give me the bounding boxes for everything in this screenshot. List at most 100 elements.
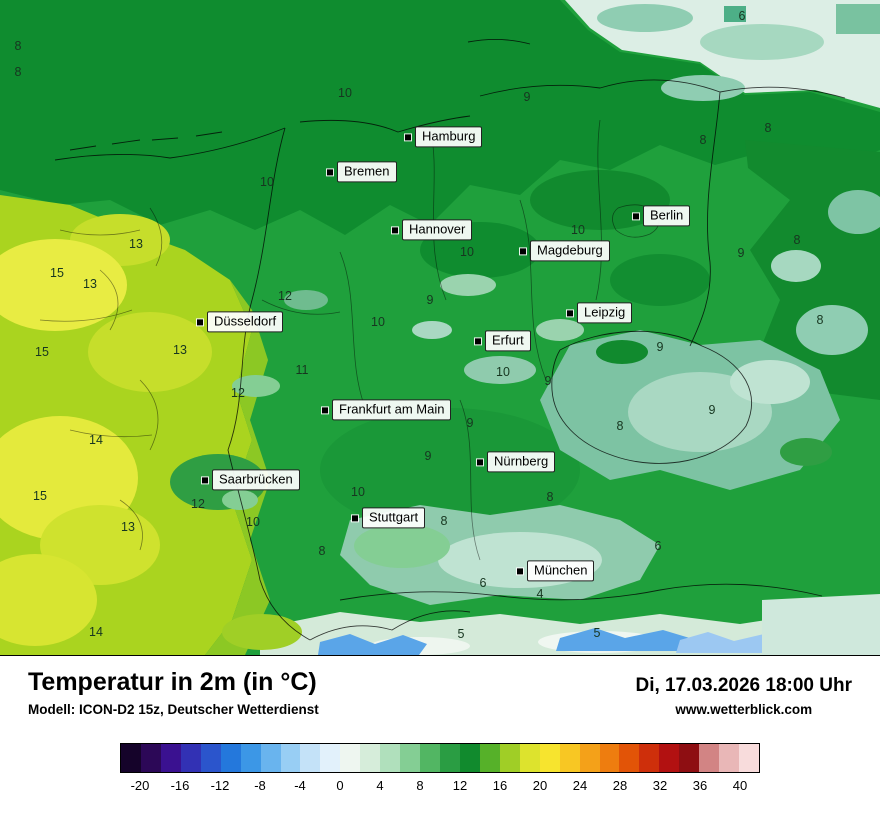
city-marker-icon xyxy=(392,227,398,233)
legend-color-segment xyxy=(639,744,660,772)
temperature-value: 8 xyxy=(764,121,772,135)
city-marker-icon xyxy=(322,407,328,413)
map-graphic xyxy=(0,0,880,655)
city-m-nchen: München xyxy=(517,560,595,582)
city-label: Magdeburg xyxy=(530,240,610,262)
temperature-value: 4 xyxy=(536,587,544,601)
legend-tick-label: 24 xyxy=(572,778,588,793)
legend-tick-label: 40 xyxy=(732,778,748,793)
temperature-value: 8 xyxy=(318,544,326,558)
city-berlin: Berlin xyxy=(633,205,691,227)
temperature-value: 14 xyxy=(89,625,103,639)
temperature-value: 12 xyxy=(278,289,292,303)
city-label: Düsseldorf xyxy=(207,311,284,333)
city-label: München xyxy=(527,560,595,582)
legend-tick-label: 4 xyxy=(376,778,384,793)
website-label: www.wetterblick.com xyxy=(675,702,813,717)
city-marker-icon xyxy=(517,568,523,574)
legend-color-segment xyxy=(121,744,141,772)
temperature-value: 9 xyxy=(424,449,432,463)
temperature-value: 8 xyxy=(793,233,801,247)
temperature-value: 9 xyxy=(426,293,434,307)
city-frankfurt-am-main: Frankfurt am Main xyxy=(322,399,452,421)
legend-color-segment xyxy=(659,744,680,772)
city-layer: Hamburg Bremen Hannover Berlin Magdeburg Düss… xyxy=(197,126,691,582)
temperature-layer: 8 8 10 9 6 8 8 10 13 15 13 12 10 9 10 10 8 9 8 9 13 15 12 11 9 10… xyxy=(14,9,824,641)
temperature-value: 15 xyxy=(50,266,64,280)
legend-tick-label: -20 xyxy=(130,778,150,793)
temperature-value: 8 xyxy=(14,65,22,79)
temperature-value: 8 xyxy=(546,490,554,504)
city-label: Hamburg xyxy=(415,126,483,148)
city-label: Nürnberg xyxy=(487,451,556,473)
legend-tick-label: 32 xyxy=(652,778,668,793)
legend-color-segment xyxy=(260,744,281,772)
legend-tick-label: 12 xyxy=(452,778,468,793)
model-info: Modell: ICON-D2 15z, Deutscher Wetterdie… xyxy=(28,702,319,717)
temperature-value: 10 xyxy=(496,365,510,379)
temperature-value: 10 xyxy=(351,485,365,499)
city-marker-icon xyxy=(327,169,333,175)
legend-tick-label: 36 xyxy=(692,778,708,793)
temperature-value: 15 xyxy=(35,345,49,359)
temperature-value: 9 xyxy=(737,246,745,260)
city-hamburg: Hamburg xyxy=(405,126,483,148)
city-hannover: Hannover xyxy=(392,219,473,241)
legend-color-segment xyxy=(160,744,181,772)
legend-tick-label: 20 xyxy=(532,778,548,793)
temperature-value: 10 xyxy=(338,86,352,100)
temperature-value: 8 xyxy=(699,133,707,147)
temperature-value: 9 xyxy=(466,416,474,430)
city-marker-icon xyxy=(567,310,573,316)
temperature-value: 6 xyxy=(738,9,746,23)
city-marker-icon xyxy=(352,515,358,521)
legend-color-segment xyxy=(440,744,460,772)
temperature-value: 9 xyxy=(656,340,664,354)
legend-color-segment xyxy=(300,744,321,772)
legend-color-segment xyxy=(360,744,381,772)
city-marker-icon xyxy=(197,319,203,325)
temperature-value: 5 xyxy=(593,626,601,640)
legend-color-segment xyxy=(459,744,480,772)
temperature-value: 5 xyxy=(457,627,465,641)
temperature-value: 10 xyxy=(246,515,260,529)
city-label: Leipzig xyxy=(577,302,633,324)
legend-color-segment xyxy=(539,744,560,772)
city-n-rnberg: Nürnberg xyxy=(477,451,556,473)
legend-tick-label: 28 xyxy=(612,778,628,793)
legend-color-segment xyxy=(479,744,500,772)
temperature-value: 9 xyxy=(544,374,552,388)
temperature-value: 15 xyxy=(33,489,47,503)
legend-color-segment xyxy=(739,744,759,772)
legend-color-segment xyxy=(679,744,700,772)
temperature-value: 12 xyxy=(231,386,245,400)
city-label: Frankfurt am Main xyxy=(332,399,452,421)
city-marker-icon xyxy=(633,213,639,219)
legend-color-segment xyxy=(280,744,301,772)
city-saarbr-cken: Saarbrücken xyxy=(202,469,300,491)
legend-color-segment xyxy=(519,744,540,772)
city-stuttgart: Stuttgart xyxy=(352,507,426,529)
temperature-value: 8 xyxy=(816,313,824,327)
legend-color-segment xyxy=(220,744,241,772)
city-marker-icon xyxy=(202,477,208,483)
legend-tick-label: -4 xyxy=(294,778,306,793)
legend-color-segment xyxy=(380,744,401,772)
city-label: Erfurt xyxy=(485,330,531,352)
city-marker-icon xyxy=(520,248,526,254)
legend-color-segment xyxy=(420,744,440,772)
legend-ticks: -20 -16 -12 -8 -4 0 4 8 12 16 20 24 28 32 36 40 xyxy=(120,778,760,796)
legend-tick-label: 16 xyxy=(492,778,508,793)
legend-color-segment xyxy=(499,744,520,772)
temperature-map: 8 8 10 9 6 8 8 10 13 15 13 12 10 9 10 10 8 9 8 9 13 15 12 11 9 10… xyxy=(0,0,880,656)
legend-color-segment xyxy=(340,744,361,772)
temperature-value: 10 xyxy=(460,245,474,259)
temperature-value: 13 xyxy=(173,343,187,357)
temperature-value: 8 xyxy=(616,419,624,433)
temperature-value: 10 xyxy=(371,315,385,329)
legend-tick-label: 8 xyxy=(416,778,424,793)
temperature-value: 12 xyxy=(191,497,205,511)
temperature-value: 13 xyxy=(121,520,135,534)
temperature-value: 9 xyxy=(523,90,531,104)
legend-color-segment xyxy=(599,744,620,772)
